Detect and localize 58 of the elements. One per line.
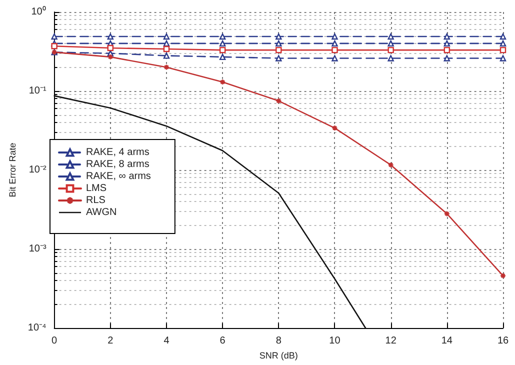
legend-label: LMS	[86, 183, 107, 194]
x-tick-label: 6	[220, 336, 226, 347]
point	[163, 46, 170, 52]
x-tick-label: 14	[441, 336, 453, 347]
point	[388, 33, 394, 40]
point	[276, 40, 282, 47]
x-tick-label: 2	[108, 336, 114, 347]
legend-label: RLS	[86, 195, 106, 206]
point	[500, 55, 506, 62]
point	[219, 40, 226, 47]
x-tick-label: 12	[385, 336, 397, 347]
y-tick-label: 10⁻³	[28, 244, 47, 255]
point	[388, 40, 394, 47]
point	[163, 40, 170, 47]
point	[332, 124, 338, 132]
point	[163, 64, 170, 70]
legend-label: RAKE, 4 arms	[86, 147, 150, 158]
x-tick-label: 10	[329, 336, 341, 347]
point	[107, 54, 114, 60]
x-tick-label: 16	[497, 336, 509, 347]
point	[388, 46, 394, 54]
point	[107, 33, 114, 40]
point	[276, 46, 282, 54]
x-axis-title: SNR (dB)	[259, 350, 298, 360]
legend-label: RAKE, ∞ arms	[86, 171, 151, 182]
point	[219, 54, 226, 60]
line-series	[54, 95, 366, 329]
y-tick-label: 10⁻²	[28, 164, 47, 176]
y-tick-label: 10⁻¹	[28, 86, 47, 97]
legend-label: RAKE, 8 arms	[86, 159, 150, 170]
point	[219, 46, 226, 54]
point	[276, 98, 282, 104]
point	[500, 33, 506, 40]
legend-label: AWGN	[86, 207, 117, 218]
point	[51, 43, 58, 50]
point	[388, 162, 394, 168]
x-tick-label: 0	[52, 336, 58, 347]
y-tick-label: 10⁻⁴	[28, 322, 46, 334]
point	[444, 40, 450, 47]
y-tick-label: 10⁰	[31, 6, 46, 18]
point	[444, 46, 450, 54]
point	[332, 33, 338, 40]
point	[332, 46, 338, 54]
point	[163, 52, 170, 59]
point	[500, 46, 506, 54]
point	[163, 33, 170, 40]
y-axis-title: Bit Error Rate	[8, 142, 18, 198]
point	[219, 33, 226, 40]
point	[444, 210, 450, 217]
point	[332, 40, 338, 47]
x-tick-label: 4	[164, 336, 170, 347]
point	[219, 78, 226, 86]
point	[500, 40, 506, 47]
point	[276, 33, 282, 40]
point	[444, 55, 450, 62]
point	[444, 33, 450, 40]
point	[107, 44, 114, 52]
x-tick-label: 8	[276, 336, 282, 347]
